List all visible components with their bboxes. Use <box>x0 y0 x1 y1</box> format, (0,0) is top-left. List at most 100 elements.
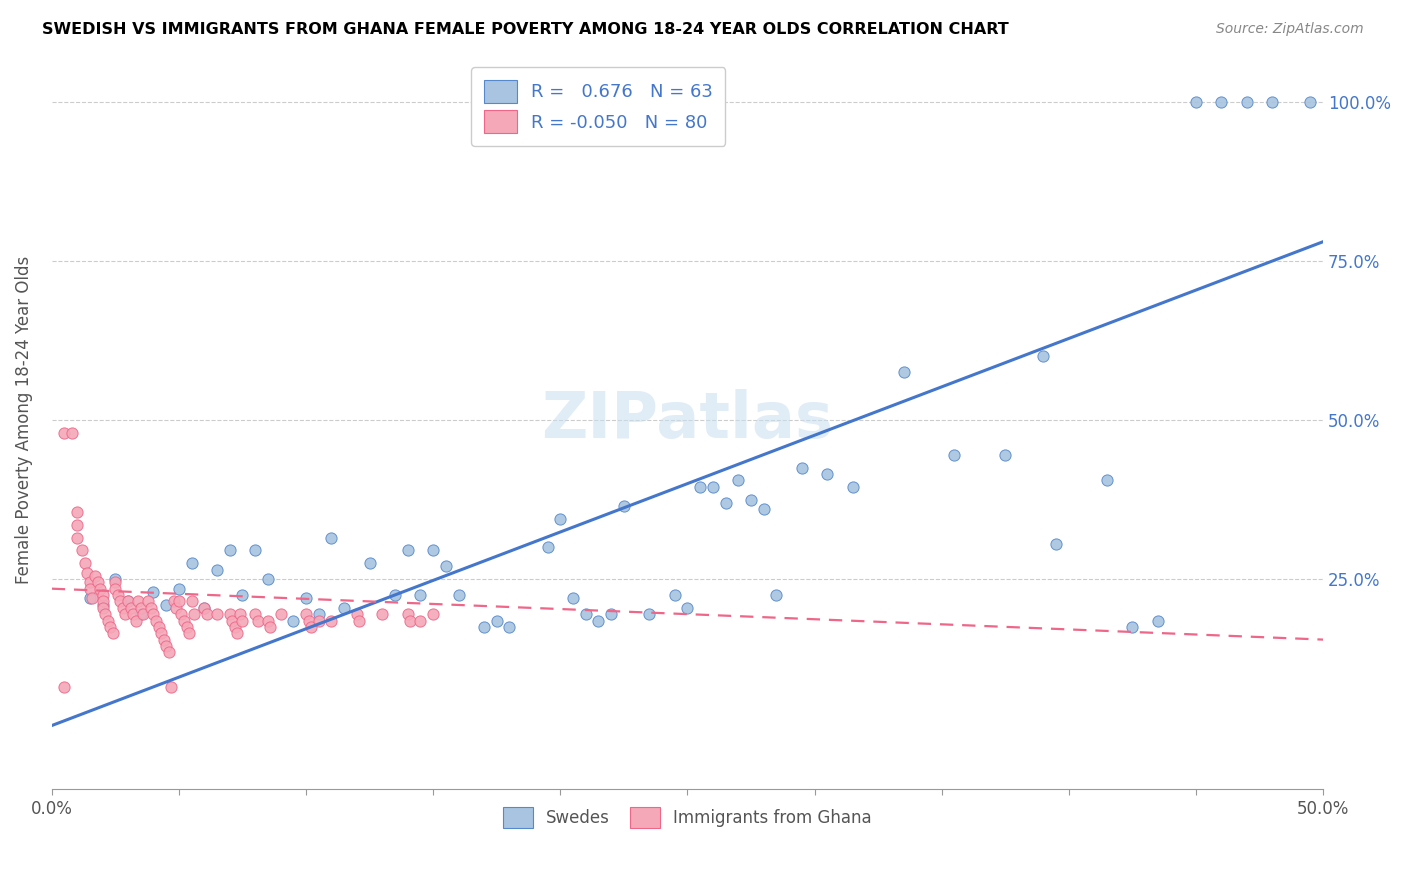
Point <box>107 588 129 602</box>
Point <box>66 518 89 533</box>
Point <box>104 572 127 586</box>
Point <box>447 588 470 602</box>
Point <box>180 556 202 570</box>
Point <box>1299 95 1322 109</box>
Point <box>841 480 863 494</box>
Point <box>160 681 183 695</box>
Point <box>98 620 121 634</box>
Point <box>283 614 305 628</box>
Point <box>53 425 76 440</box>
Point <box>1236 95 1258 109</box>
Point <box>66 531 89 545</box>
Point <box>396 607 419 621</box>
Point <box>472 620 495 634</box>
Point <box>308 614 330 628</box>
Point <box>111 600 134 615</box>
Point <box>257 614 280 628</box>
Point <box>371 607 394 621</box>
Point <box>243 607 266 621</box>
Point <box>139 600 162 615</box>
Point <box>409 588 432 602</box>
Point <box>226 626 249 640</box>
Point <box>150 626 173 640</box>
Point <box>167 594 190 608</box>
Point <box>73 556 96 570</box>
Point <box>638 607 661 621</box>
Point <box>122 607 145 621</box>
Point <box>104 575 127 590</box>
Point <box>399 614 422 628</box>
Point <box>321 614 343 628</box>
Point <box>562 591 585 606</box>
Point <box>409 614 432 628</box>
Point <box>815 467 838 481</box>
Point <box>218 607 240 621</box>
Point <box>91 588 114 602</box>
Point <box>295 591 318 606</box>
Point <box>613 499 636 513</box>
Point <box>104 582 127 596</box>
Point <box>321 531 343 545</box>
Point <box>167 582 190 596</box>
Point <box>1185 95 1208 109</box>
Point <box>170 607 193 621</box>
Point <box>231 614 253 628</box>
Point <box>117 594 139 608</box>
Point <box>588 614 610 628</box>
Point <box>76 566 98 580</box>
Point <box>550 511 572 525</box>
Point <box>91 598 114 612</box>
Point <box>1121 620 1143 634</box>
Point <box>173 614 195 628</box>
Point <box>72 543 94 558</box>
Point <box>257 572 280 586</box>
Point <box>752 502 775 516</box>
Point <box>359 556 381 570</box>
Point <box>79 591 101 606</box>
Point <box>224 620 246 634</box>
Point <box>165 600 187 615</box>
Point <box>195 607 218 621</box>
Text: Source: ZipAtlas.com: Source: ZipAtlas.com <box>1216 22 1364 37</box>
Point <box>346 607 368 621</box>
Point <box>129 607 152 621</box>
Point <box>60 425 83 440</box>
Point <box>600 607 623 621</box>
Point <box>575 607 598 621</box>
Point <box>94 607 117 621</box>
Point <box>536 541 558 555</box>
Point <box>79 575 101 590</box>
Point <box>84 569 107 583</box>
Point <box>295 607 318 621</box>
Point <box>145 614 167 628</box>
Point <box>176 620 198 634</box>
Point <box>384 588 406 602</box>
Point <box>221 614 243 628</box>
Point <box>396 543 419 558</box>
Point <box>152 632 174 647</box>
Point <box>498 620 520 634</box>
Point <box>193 600 215 615</box>
Point <box>132 607 155 621</box>
Point <box>689 480 711 494</box>
Point <box>155 598 177 612</box>
Point <box>229 607 252 621</box>
Point <box>664 588 686 602</box>
Point <box>349 614 371 628</box>
Point <box>124 614 146 628</box>
Point <box>1045 537 1067 551</box>
Point <box>246 614 269 628</box>
Point <box>893 365 915 379</box>
Point <box>155 639 177 653</box>
Point <box>142 607 165 621</box>
Point <box>790 460 813 475</box>
Point <box>79 582 101 596</box>
Point <box>1095 474 1118 488</box>
Point <box>180 594 202 608</box>
Point <box>177 626 200 640</box>
Point <box>218 543 240 558</box>
Point <box>243 543 266 558</box>
Point <box>270 607 292 621</box>
Point <box>740 492 762 507</box>
Point <box>97 614 120 628</box>
